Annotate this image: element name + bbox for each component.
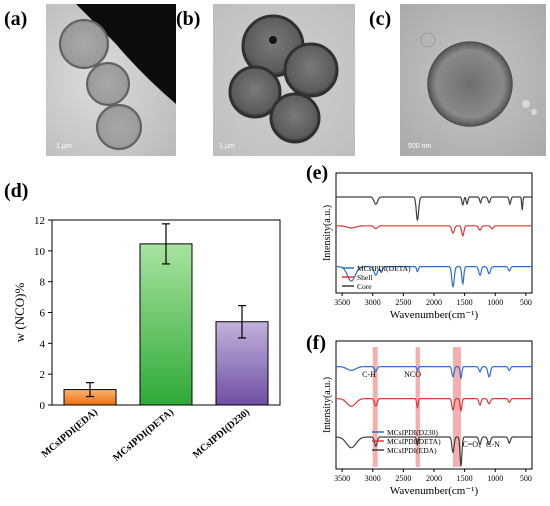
chart-d-ytick-label-4: 8 bbox=[40, 277, 46, 289]
chart-d-bar-1 bbox=[139, 243, 193, 406]
chart-f-legend-label-1: MCsIPDI(DETA) bbox=[387, 437, 441, 446]
chart-d-bar: 0 2 4 6 8 10 12 w (NCO)% MCsIPDI(EDA) MCsIPDI(DET… bbox=[12, 215, 281, 464]
chart-e-ylabel: Intensity(a.u.) bbox=[322, 205, 333, 261]
chart-f-xtick-label-4: 1500 bbox=[457, 474, 473, 483]
chart-f-xtick-label-2: 2500 bbox=[395, 474, 411, 483]
chart-f-annotation-ch: C-H bbox=[362, 370, 376, 379]
chart-e-xtick-label-6: 500 bbox=[520, 298, 532, 307]
chart-e-xtick-label-2: 2500 bbox=[395, 298, 411, 307]
chart-d-ytick-label-3: 6 bbox=[40, 308, 46, 320]
chart-f-ftir: 3500 3000 2500 2000 1500 1000 500 Wavenumber(cm… bbox=[322, 340, 533, 497]
chart-f-xtick-label-6: 500 bbox=[520, 474, 532, 483]
chart-f-xtick-label-3: 2000 bbox=[426, 474, 442, 483]
chart-f-annotation-co-cn: C=O、C-N bbox=[462, 440, 500, 449]
chart-e-xtick-label-0: 3500 bbox=[334, 298, 350, 307]
chart-e-legend-label-0: MCsIPDI(DETA) bbox=[357, 264, 411, 273]
chart-e-series-0 bbox=[336, 266, 532, 289]
chart-d-category-label-2: MCsIPDI(D230) bbox=[191, 407, 252, 461]
chart-e-xtick-label-5: 1000 bbox=[487, 298, 503, 307]
chart-d-ylabel: w (NCO)% bbox=[12, 283, 27, 343]
tem-image-c-graphic bbox=[400, 4, 546, 156]
chart-d-ytick-label-2: 4 bbox=[40, 338, 46, 350]
chart-f-series-2 bbox=[336, 436, 532, 467]
chart-e-ftir: 3500 3000 2500 2000 1500 1000 500 Wavenumber(cm… bbox=[322, 172, 533, 321]
tem-image-b: 1 μm bbox=[213, 4, 355, 156]
tem-image-a-graphic bbox=[46, 4, 176, 156]
chart-f-legend-label-0: MCsIPDI(D230) bbox=[387, 428, 438, 437]
chart-d-ytick-label-0: 0 bbox=[40, 400, 46, 412]
panel-c-label: (c) bbox=[369, 8, 392, 30]
chart-f-xtick-label-1: 3000 bbox=[365, 474, 381, 483]
chart-d-category-label-1: MCsIPDI(DETA) bbox=[111, 407, 176, 464]
chart-d-ytick-label-6: 12 bbox=[34, 215, 45, 227]
chart-f-xtick-label-0: 3500 bbox=[334, 474, 350, 483]
tem-image-c: 500 nm bbox=[400, 4, 546, 156]
chart-e-xlabel: Wavenumber(cm⁻¹) bbox=[390, 309, 479, 321]
chart-f-xtick-label-5: 1000 bbox=[487, 474, 503, 483]
chart-f-xlabel: Wavenumber(cm⁻¹) bbox=[390, 485, 479, 497]
chart-f-series-0 bbox=[336, 366, 532, 381]
chart-e-xtick-label-3: 2000 bbox=[426, 298, 442, 307]
chart-f-annotation-nco: NCO bbox=[404, 370, 421, 379]
scale-bar-a: 1 μm bbox=[56, 143, 72, 150]
chart-e-series-1 bbox=[336, 225, 532, 237]
chart-f-highlight-band-0 bbox=[372, 347, 378, 467]
chart-f-highlight-band-2 bbox=[452, 347, 461, 467]
chart-e-xtick-label-4: 1500 bbox=[457, 298, 473, 307]
chart-d-ytick-label-5: 10 bbox=[34, 246, 46, 258]
chart-e-xtick-label-1: 3000 bbox=[365, 298, 381, 307]
chart-d-ytick-label-1: 2 bbox=[40, 369, 46, 381]
chart-d-category-label-0: MCsIPDI(EDA) bbox=[40, 407, 100, 460]
panel-a-label: (a) bbox=[4, 8, 28, 30]
panel-d-label: (d) bbox=[4, 180, 29, 202]
scale-bar-c: 500 nm bbox=[408, 143, 432, 150]
chart-f-series-1 bbox=[336, 398, 532, 412]
panel-f-label: (f) bbox=[306, 332, 326, 354]
tem-image-a: 1 μm bbox=[46, 4, 176, 156]
chart-f-ylabel: Intensity(a.u.) bbox=[322, 377, 333, 433]
chart-e-legend-label-1: Shell bbox=[357, 273, 372, 282]
panel-b-label: (b) bbox=[176, 8, 201, 30]
chart-e-series-2 bbox=[336, 196, 532, 222]
chart-f-legend-label-2: MCsIPDI(EDA) bbox=[387, 446, 437, 455]
panel-e-label: (e) bbox=[306, 162, 329, 184]
tem-image-b-graphic bbox=[213, 4, 355, 156]
chart-e-legend-label-2: Core bbox=[357, 282, 372, 291]
scale-bar-b: 1 μm bbox=[219, 143, 235, 150]
